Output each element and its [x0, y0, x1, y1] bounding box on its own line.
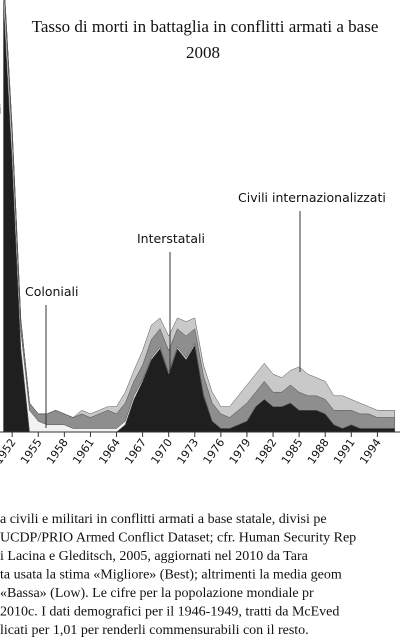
x-tick-label: 1988: [305, 436, 332, 466]
plot: 1952 1955 1958 1961 1964 1967 1970 1973 1976 1979…: [0, 0, 400, 467]
x-tick-label: 1991: [331, 436, 358, 466]
area: [4, 0, 396, 418]
annotation: i: [0, 102, 1, 117]
annotation: Civili internazionalizzati: [238, 190, 386, 205]
caption-line: i Lacina e Gleditsch, 2005, aggiornati n…: [0, 549, 309, 564]
x-tick-label: 1955: [18, 436, 45, 466]
chart-title: 2008: [186, 43, 220, 62]
x-tick-label: 1973: [175, 436, 202, 466]
caption-line: licati per 1,01 per renderli commensurab…: [0, 623, 309, 638]
x-tick-label: 1964: [96, 436, 123, 466]
caption-line: «Bassa» (Low). Le cifre per la popolazio…: [0, 586, 314, 601]
x-tick-label: 1970: [148, 436, 175, 466]
chart-title: Tasso di morti in battaglia in conflitti…: [32, 17, 379, 36]
x-tick-label: 1961: [70, 436, 97, 466]
x-tick-label: 1967: [122, 436, 149, 466]
x-tick-label: 1958: [44, 436, 71, 466]
caption-line: 2010c. I dati demografici per il 1946-19…: [0, 605, 339, 620]
x-tick-label: 1979: [227, 436, 254, 466]
area: [4, 0, 396, 429]
caption-line: a civili e militari in conflitti armati …: [0, 512, 327, 527]
x-tick-label: 1976: [201, 436, 228, 466]
x-tick-label: 1985: [279, 436, 306, 466]
caption-line: ta usata la stima «Migliore» (Best); alt…: [0, 568, 342, 583]
annotation: Interstatali: [137, 231, 205, 246]
x-tick-label: 1982: [253, 436, 280, 466]
caption-line: UCDP/PRIO Armed Conflict Dataset; cfr. H…: [0, 531, 356, 546]
x-tick-label: 1952: [0, 436, 19, 466]
annotation: Coloniali: [25, 284, 79, 299]
x-tick-label: 1994: [357, 436, 384, 466]
